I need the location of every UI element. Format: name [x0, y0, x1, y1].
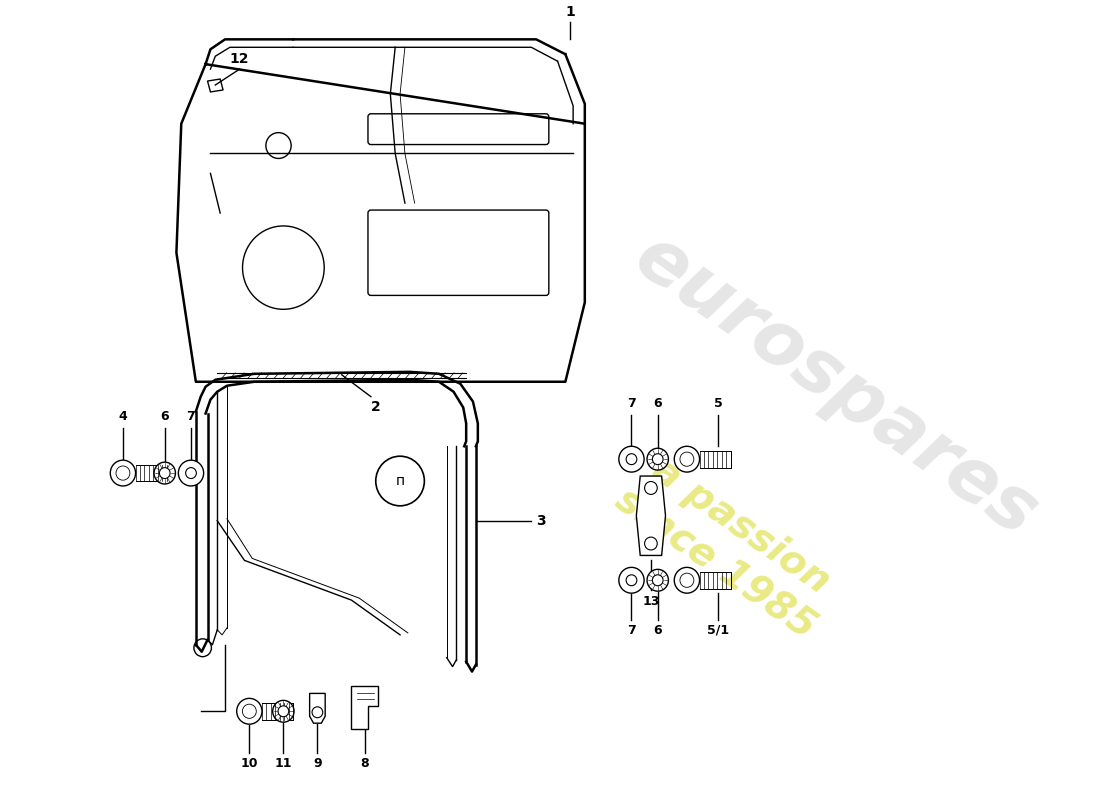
Circle shape: [645, 537, 657, 550]
Circle shape: [110, 460, 135, 486]
Circle shape: [278, 706, 288, 717]
Text: 2: 2: [371, 400, 381, 414]
Text: 12: 12: [230, 52, 250, 66]
Text: п: п: [396, 474, 405, 488]
Text: eurospares: eurospares: [620, 220, 1050, 552]
Circle shape: [680, 573, 694, 587]
Polygon shape: [636, 476, 666, 555]
Circle shape: [160, 468, 170, 478]
Circle shape: [626, 575, 637, 586]
Text: 10: 10: [241, 757, 258, 770]
Circle shape: [680, 452, 694, 466]
Circle shape: [312, 707, 322, 718]
Text: 5: 5: [714, 397, 723, 410]
Text: 5/1: 5/1: [707, 624, 729, 637]
Circle shape: [645, 482, 657, 494]
Circle shape: [116, 466, 130, 480]
Circle shape: [647, 570, 669, 591]
Text: 6: 6: [653, 397, 662, 410]
Text: 8: 8: [361, 757, 370, 770]
Circle shape: [619, 567, 645, 593]
Circle shape: [647, 448, 669, 470]
Text: 9: 9: [314, 757, 321, 770]
Text: 1: 1: [565, 5, 575, 18]
Circle shape: [674, 446, 700, 472]
Circle shape: [186, 468, 196, 478]
Text: 7: 7: [627, 397, 636, 410]
Circle shape: [619, 446, 645, 472]
Circle shape: [178, 460, 204, 486]
Text: 3: 3: [536, 514, 546, 528]
Circle shape: [652, 454, 663, 465]
Circle shape: [674, 567, 700, 593]
Circle shape: [376, 456, 425, 506]
Circle shape: [266, 133, 292, 158]
Polygon shape: [208, 79, 223, 92]
Text: a passion
since 1985: a passion since 1985: [609, 443, 848, 646]
Circle shape: [626, 454, 637, 465]
Polygon shape: [309, 694, 326, 723]
Text: 11: 11: [275, 757, 293, 770]
Polygon shape: [351, 686, 377, 729]
Circle shape: [273, 700, 294, 722]
Text: 6: 6: [161, 410, 169, 423]
Text: 7: 7: [187, 410, 196, 423]
Circle shape: [236, 698, 262, 724]
Circle shape: [242, 704, 256, 718]
Text: 13: 13: [642, 595, 660, 608]
Circle shape: [652, 575, 663, 586]
Circle shape: [194, 639, 211, 657]
Text: 4: 4: [119, 410, 128, 423]
Text: 6: 6: [653, 624, 662, 637]
Circle shape: [154, 462, 175, 484]
Text: 7: 7: [627, 624, 636, 637]
